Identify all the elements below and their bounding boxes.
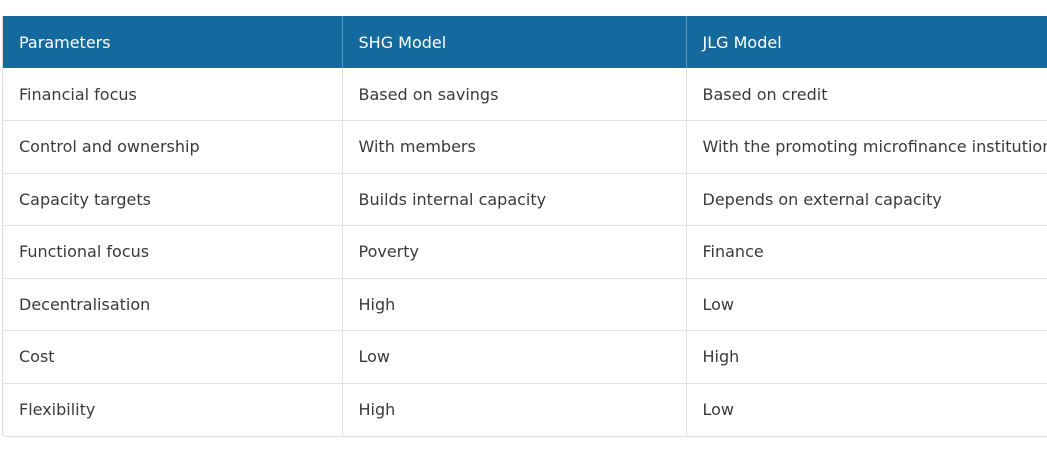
row-parameter-cell: Decentralisation (3, 277, 343, 331)
row-jlg-cell: Based on credit (702, 84, 828, 104)
table-row: Flexibility High Low (3, 382, 1047, 436)
row-parameter-cell: Cost (3, 330, 343, 383)
header-jlg-model: JLG Model (686, 16, 1047, 68)
table-row: Control and ownership With members With … (3, 120, 1047, 173)
row-shg-cell: Builds internal capacity (342, 172, 687, 226)
comparison-table: Parameters SHG Model JLG Model Financial… (3, 16, 1047, 436)
row-parameter-cell: Capacity targets (3, 172, 343, 226)
row-shg-cell: High (342, 277, 687, 331)
row-shg-cell: With members (342, 120, 687, 173)
row-shg-cell: Low (342, 330, 687, 383)
row-parameter-cell: Functional focus (3, 225, 343, 278)
row-jlg-cell: Depends on external capacity (686, 172, 1047, 226)
header-shg-model: SHG Model (342, 16, 687, 68)
row-shg-cell: High (342, 382, 687, 436)
row-shg-cell: Based on savings (342, 68, 687, 121)
table-row: Cost Low High (3, 330, 1047, 383)
table-row: Capacity targets Builds internal capacit… (3, 172, 1047, 226)
row-jlg-cell: With the promoting microfinance institut… (686, 120, 1047, 173)
table-header: Parameters SHG Model JLG Model (3, 16, 1047, 68)
table-row: Functional focus Poverty Finance (3, 225, 1047, 278)
header-parameters: Parameters (3, 16, 343, 68)
row-jlg-cell: Low (686, 277, 1047, 331)
row-jlg-cell: High (686, 330, 1047, 383)
row-shg-cell: Poverty (342, 225, 687, 278)
row-jlg-cell: Low (686, 382, 1047, 436)
header-row: Parameters SHG Model JLG Model (3, 16, 1047, 68)
row-jlg-cell: Finance (686, 225, 1047, 278)
table-row: Financial focus Based on savings Based o… (3, 68, 1047, 121)
row-parameter-cell: Control and ownership (3, 120, 343, 173)
table-body: Financial focus Based on savings Based o… (3, 68, 1047, 436)
row-parameter-cell: Financial focus (3, 68, 343, 121)
row-parameter-cell: Flexibility (3, 382, 343, 436)
comparison-table-container: Parameters SHG Model JLG Model Financial… (2, 16, 1047, 437)
table-row: Decentralisation High Low (3, 277, 1047, 331)
